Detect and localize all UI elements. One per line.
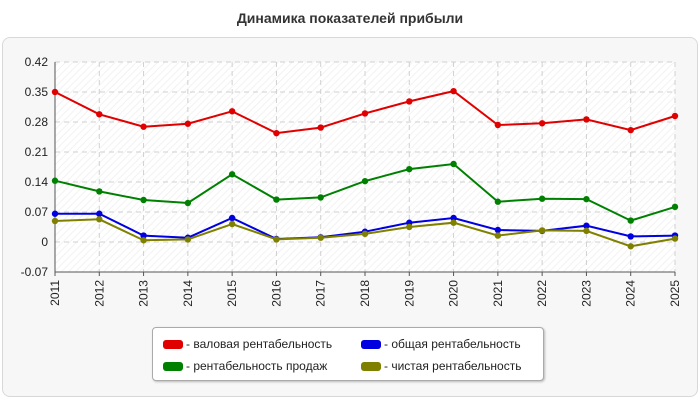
data-point: [228, 214, 236, 222]
data-point: [96, 111, 103, 118]
chart-title: Динамика показателей прибыли: [236, 10, 464, 26]
legend-swatch-net: [361, 361, 381, 371]
data-point: [406, 223, 413, 231]
data-point: [450, 160, 457, 168]
data-point: [583, 195, 590, 203]
data-point: [671, 203, 679, 211]
y-tick-label: -0.07: [21, 265, 49, 279]
data-point: [140, 123, 147, 130]
legend-swatch-total: [361, 339, 381, 349]
y-tick-label: 0.07: [25, 205, 49, 219]
data-point: [51, 177, 59, 184]
data-point: [494, 226, 502, 234]
data-point: [96, 210, 103, 217]
data-point: [140, 232, 147, 239]
y-tick-label: 0.42: [25, 55, 49, 69]
x-tick-label: 2011: [48, 280, 62, 306]
legend-item-net: - чистая рентабельность: [361, 355, 551, 377]
data-point: [583, 222, 590, 229]
x-tick-label: 2023: [579, 280, 593, 307]
data-point: [317, 234, 324, 241]
x-tick-label: 2019: [402, 280, 416, 307]
legend-item-total: - общая рентабельность: [361, 333, 551, 355]
data-point: [184, 120, 192, 127]
data-point: [450, 214, 457, 222]
data-point: [494, 121, 502, 129]
x-tick-label: 2020: [447, 280, 461, 307]
x-tick-label: 2022: [535, 280, 549, 307]
y-tick-label: 0.21: [25, 145, 49, 159]
x-tick-label: 2017: [314, 280, 328, 307]
data-point: [627, 233, 634, 240]
y-tick-label: 0: [41, 235, 48, 249]
x-tick-label: 2014: [181, 280, 195, 307]
x-tick-label: 2018: [358, 280, 372, 307]
data-point: [184, 236, 192, 243]
data-point: [361, 177, 369, 185]
data-point: [51, 217, 59, 225]
legend-swatch-gross: [163, 339, 183, 349]
data-point: [494, 198, 502, 205]
legend-label-total: - общая рентабельность: [384, 337, 521, 351]
data-point: [671, 235, 679, 242]
data-point: [317, 194, 324, 201]
data-point: [317, 124, 324, 131]
data-point: [51, 88, 59, 96]
data-point: [450, 87, 457, 95]
x-tick-label: 2015: [225, 280, 239, 307]
data-point: [228, 171, 236, 178]
x-tick-label: 2013: [137, 280, 151, 307]
x-tick-label: 2025: [668, 280, 682, 307]
series-3: [51, 216, 679, 250]
x-tick-label: 2024: [624, 280, 638, 307]
y-tick-label: 0.14: [25, 175, 49, 189]
legend-swatch-sales: [163, 361, 183, 371]
data-point: [538, 195, 546, 202]
x-tick-label: 2016: [269, 280, 283, 307]
legend-label-gross: - валовая рентабельность: [186, 337, 333, 351]
legend-item-sales: - рентабельность продаж: [163, 355, 361, 377]
data-point: [627, 243, 634, 250]
data-point: [538, 227, 546, 234]
data-point: [627, 126, 634, 134]
chart-legend: - валовая рентабельность - общая рентабе…: [152, 327, 544, 381]
data-point: [140, 237, 147, 244]
data-point: [538, 120, 546, 127]
data-point: [494, 232, 502, 239]
data-point: [583, 116, 590, 123]
data-point: [228, 108, 236, 115]
y-tick-label: 0.28: [25, 115, 49, 129]
data-point: [627, 217, 634, 224]
data-point: [96, 188, 103, 195]
data-point: [361, 110, 369, 117]
data-point: [96, 216, 103, 223]
data-point: [273, 236, 280, 243]
legend-item-gross: - валовая рентабельность: [163, 333, 361, 355]
data-point: [273, 196, 280, 203]
data-point: [184, 199, 192, 207]
x-tick-label: 2021: [491, 280, 505, 307]
x-tick-label: 2012: [92, 280, 106, 307]
data-point: [671, 112, 679, 120]
data-point: [583, 227, 590, 235]
data-point: [450, 219, 457, 226]
series-0: [51, 87, 679, 137]
data-point: [273, 129, 280, 137]
data-point: [361, 230, 369, 238]
data-point: [406, 165, 413, 173]
legend-label-sales: - рентабельность продаж: [186, 359, 328, 373]
legend-label-net: - чистая рентабельность: [384, 359, 522, 373]
series-1: [51, 160, 679, 224]
data-point: [140, 196, 147, 204]
y-tick-label: 0.35: [25, 85, 49, 99]
data-point: [51, 210, 59, 217]
data-point: [406, 98, 413, 105]
data-point: [228, 220, 236, 228]
